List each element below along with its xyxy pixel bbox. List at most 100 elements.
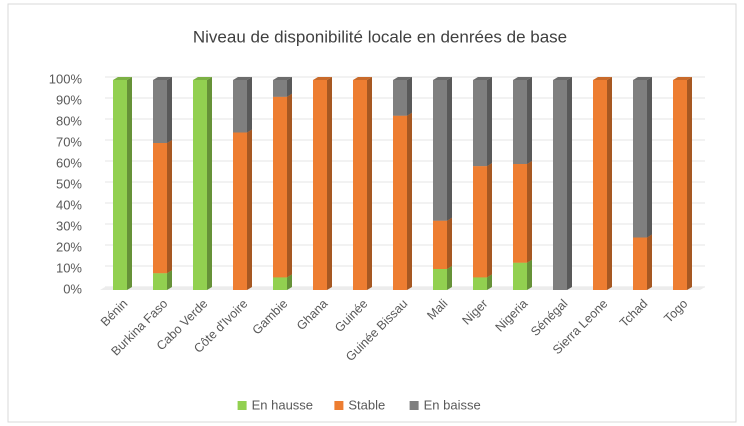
bar bbox=[393, 115, 407, 290]
bar-side bbox=[487, 274, 492, 290]
y-tick-label: 0% bbox=[63, 281, 82, 296]
bar bbox=[233, 132, 247, 290]
chart-frame bbox=[7, 3, 737, 423]
y-tick-label: 10% bbox=[56, 260, 82, 275]
legend-label: En baisse bbox=[424, 397, 481, 412]
y-tick-label: 20% bbox=[56, 239, 82, 254]
bar-top bbox=[393, 77, 412, 80]
bar-side bbox=[447, 266, 452, 290]
bar-side bbox=[167, 140, 172, 274]
bar bbox=[633, 237, 647, 290]
y-tick-label: 70% bbox=[56, 134, 82, 149]
bar-top bbox=[273, 77, 292, 80]
bar bbox=[473, 166, 487, 278]
bar-side bbox=[567, 77, 572, 290]
bar-side bbox=[527, 161, 532, 263]
bar-top bbox=[633, 77, 652, 80]
bar bbox=[113, 80, 127, 290]
y-tick-label: 60% bbox=[56, 155, 82, 170]
bar-top bbox=[233, 77, 252, 80]
bar-top bbox=[313, 77, 332, 80]
bar-side bbox=[487, 163, 492, 278]
bar bbox=[273, 96, 287, 278]
bar-top bbox=[553, 77, 572, 80]
bar-side bbox=[207, 77, 212, 290]
bar-top bbox=[433, 77, 452, 80]
x-tick-label: Togo bbox=[661, 297, 690, 326]
bar-side bbox=[647, 77, 652, 238]
bar-side bbox=[287, 77, 292, 97]
x-tick-label: Guinée bbox=[332, 297, 370, 335]
bar bbox=[433, 80, 447, 221]
bar bbox=[513, 262, 527, 290]
y-tick-label: 100% bbox=[49, 71, 83, 86]
y-tick-label: 90% bbox=[56, 92, 82, 107]
x-tick-label: Nigeria bbox=[493, 297, 531, 335]
x-tick-label: Ghana bbox=[294, 297, 330, 333]
y-tick-label: 50% bbox=[56, 176, 82, 191]
bar-side bbox=[247, 77, 252, 133]
bar-side bbox=[287, 93, 292, 278]
y-tick-label: 80% bbox=[56, 113, 82, 128]
bar bbox=[673, 80, 687, 290]
bar bbox=[313, 80, 327, 290]
bar-top bbox=[513, 77, 532, 80]
bar bbox=[553, 80, 567, 290]
bar bbox=[153, 80, 167, 143]
x-tick-label: Niger bbox=[459, 297, 490, 328]
bar-side bbox=[447, 217, 452, 269]
legend-swatch bbox=[237, 401, 247, 410]
bar bbox=[473, 277, 487, 290]
bar-top bbox=[473, 77, 492, 80]
chart-title: Niveau de disponibilité locale en denrée… bbox=[193, 27, 567, 46]
y-tick-label: 40% bbox=[56, 197, 82, 212]
bar-side bbox=[487, 77, 492, 167]
bar-side bbox=[167, 77, 172, 143]
bar bbox=[273, 277, 287, 290]
bar-side bbox=[327, 77, 332, 290]
bar-top bbox=[153, 77, 172, 80]
bar bbox=[233, 80, 247, 133]
bar bbox=[633, 80, 647, 238]
bar-side bbox=[247, 129, 252, 290]
bar bbox=[513, 80, 527, 164]
legend-swatch bbox=[334, 401, 344, 410]
y-tick-label: 30% bbox=[56, 218, 82, 233]
bar bbox=[513, 164, 527, 263]
bar-side bbox=[647, 234, 652, 290]
bar bbox=[593, 80, 607, 290]
x-tick-label: Mali bbox=[424, 297, 450, 323]
bar-top bbox=[673, 77, 692, 80]
bar bbox=[393, 80, 407, 116]
bar bbox=[273, 80, 287, 97]
bar-side bbox=[167, 270, 172, 290]
bar bbox=[353, 80, 367, 290]
bar bbox=[153, 143, 167, 274]
bar-side bbox=[367, 77, 372, 290]
bar-side bbox=[447, 77, 452, 221]
x-tick-label: Bénin bbox=[98, 297, 131, 330]
bar-top bbox=[193, 77, 212, 80]
bar-top bbox=[353, 77, 372, 80]
bar-top bbox=[593, 77, 612, 80]
bar-side bbox=[687, 77, 692, 290]
bar-side bbox=[527, 259, 532, 290]
legend-swatch bbox=[409, 401, 419, 410]
legend-label: Stable bbox=[348, 397, 385, 412]
bar-side bbox=[407, 112, 412, 290]
bar-side bbox=[407, 77, 412, 116]
bar bbox=[153, 273, 167, 290]
bar-top bbox=[113, 77, 132, 80]
bar-side bbox=[287, 274, 292, 290]
bar bbox=[193, 80, 207, 290]
bar-side bbox=[127, 77, 132, 290]
bar bbox=[433, 220, 447, 269]
x-tick-label: Gambie bbox=[250, 297, 291, 338]
bar bbox=[433, 269, 447, 290]
bar bbox=[473, 80, 487, 167]
legend-label: En hausse bbox=[252, 397, 313, 412]
bar-side bbox=[527, 77, 532, 164]
bar-side bbox=[607, 77, 612, 290]
x-tick-label: Tchad bbox=[617, 297, 651, 331]
